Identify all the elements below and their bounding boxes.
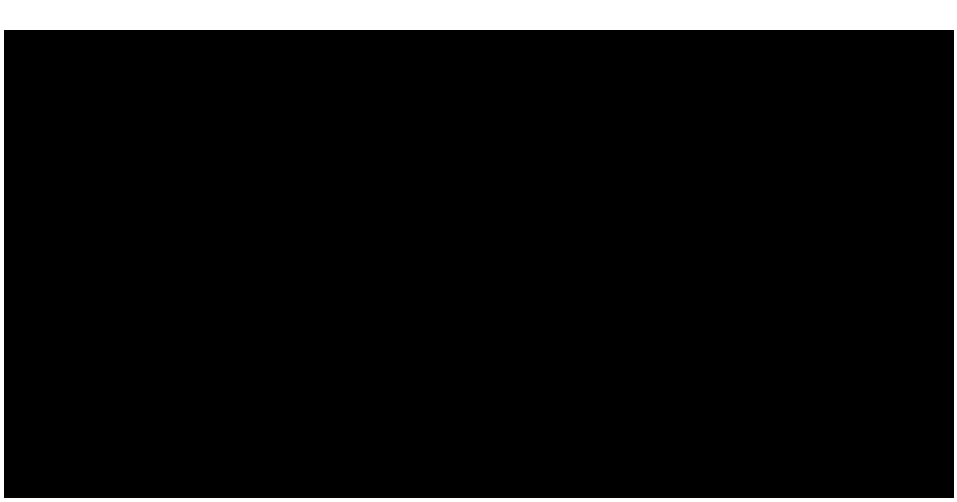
word-cloud-canvas [4, 30, 954, 498]
word-cloud [4, 30, 954, 498]
